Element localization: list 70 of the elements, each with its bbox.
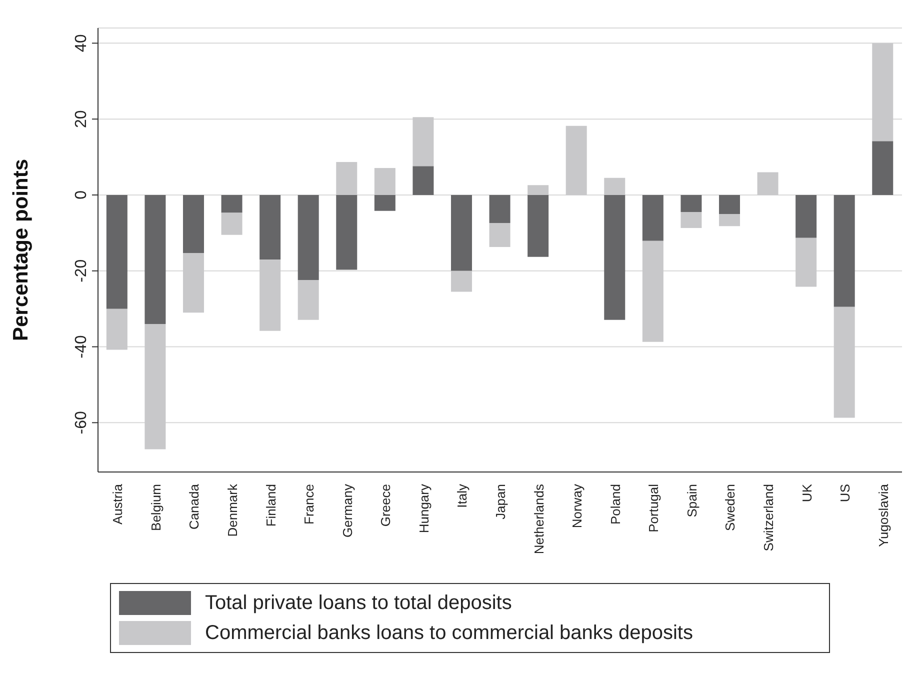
bar [260,194,281,260]
x-tick-label: US [838,484,853,502]
x-tick-label: Spain [684,484,700,518]
x-tick-label: Sweden [722,484,738,531]
bar [528,194,549,257]
x-tick-label: Japan [493,484,508,520]
bar [298,280,319,320]
y-tick-label: 20 [73,110,90,128]
y-tick-label: -40 [73,335,90,358]
x-tick-label: Portugal [646,484,662,532]
bar [144,324,166,450]
bar [566,126,587,195]
bar [106,194,128,309]
bar [834,194,855,307]
bar [374,194,396,211]
bar [642,240,664,342]
bar [489,194,510,224]
x-tick-label: Denmark [225,484,240,537]
x-tick-label: Austria [110,483,126,524]
bar [718,194,740,214]
bar [680,212,702,228]
x-tick-label: Belgium [148,484,164,531]
bar [450,194,472,271]
bar [221,194,242,213]
x-tick-label: Norway [570,484,585,528]
x-tick-label: Italy [454,484,470,508]
bar [680,194,702,212]
x-tick-label: Germany [340,484,355,538]
legend-label: Commercial banks loans to commercial banks deposits [205,622,693,644]
bar [834,306,855,418]
bar [872,141,894,195]
bar [642,194,664,241]
y-tick-label: 40 [73,34,90,52]
y-tick-label: -60 [73,411,90,434]
bar [872,43,894,142]
bar [412,166,434,195]
bar [336,162,358,195]
x-tick-label: Netherlands [531,484,546,554]
bar [374,168,396,195]
x-tick-label: Hungary [416,484,432,534]
legend-label: Total private loans to total deposits [205,592,512,614]
bar [182,253,204,313]
x-tick-label: France [302,484,317,524]
bar [718,214,740,226]
x-tick-label: Canada [186,483,202,530]
x-tick-label: Yugoslavia [876,483,891,547]
y-tick-label: 0 [73,190,90,200]
bar [260,259,281,331]
bar [221,212,242,235]
bar [796,238,817,287]
bar [604,178,626,195]
x-tick-label: Finland [263,484,278,527]
y-tick-label: -20 [73,259,90,282]
x-tick-label: Switzerland [761,484,776,552]
bar [604,194,626,320]
bar [489,223,510,247]
bar [796,194,817,238]
bar [336,194,358,270]
bar [528,185,549,195]
x-tick-label: Poland [608,484,623,524]
bar [144,194,166,324]
bar [106,308,128,350]
y-axis-title: Percentage points [9,158,32,342]
x-tick-label: UK [799,484,814,502]
x-tick-label: Greece [378,484,394,527]
bar [298,194,319,280]
bar [450,270,472,292]
bar [757,172,778,195]
bar [182,194,204,254]
bar [412,117,434,166]
